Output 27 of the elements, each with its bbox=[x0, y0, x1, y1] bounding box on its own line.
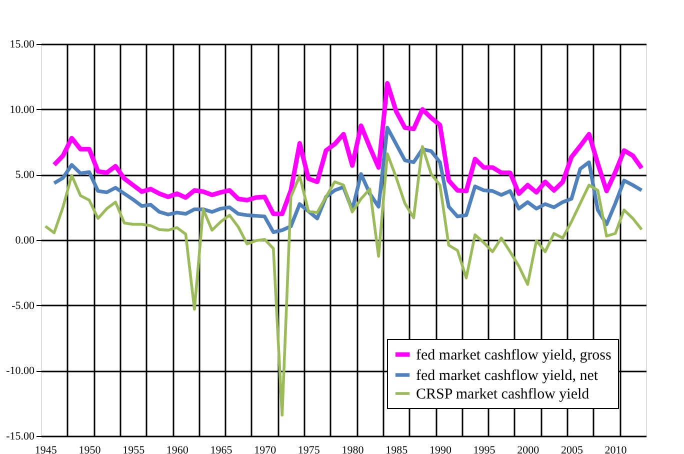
y-tick-label: -5.00 bbox=[12, 300, 35, 312]
y-tick-label: 0.00 bbox=[15, 234, 35, 246]
x-tick-label: 1965 bbox=[210, 444, 233, 454]
x-tick-label: 1975 bbox=[298, 444, 320, 454]
y-tick-label: -10.00 bbox=[6, 365, 35, 378]
line-series bbox=[52, 126, 644, 234]
y-tick-label: -15.00 bbox=[6, 430, 35, 442]
legend-label: fed market cashflow yield, gross bbox=[416, 348, 612, 364]
x-tick-label: 1960 bbox=[166, 444, 189, 454]
x-tick-label: 1980 bbox=[342, 444, 364, 454]
legend-label: fed market cashflow yield, net bbox=[416, 368, 599, 384]
line-series bbox=[52, 80, 644, 216]
x-tick-label: 1990 bbox=[429, 444, 452, 454]
y-tick-label: 15.00 bbox=[10, 38, 35, 50]
x-tick-label: 1995 bbox=[473, 444, 496, 454]
legend-label: CRSP market cashflow yield bbox=[416, 386, 590, 402]
x-tick-label: 1985 bbox=[386, 444, 408, 454]
x-tick-label: 1950 bbox=[78, 444, 102, 454]
x-tick-label: 1970 bbox=[254, 444, 277, 454]
x-tick-label: 1945 bbox=[34, 444, 58, 454]
x-tick-label: 2000 bbox=[517, 444, 540, 454]
y-tick-label: 10.00 bbox=[10, 104, 35, 116]
x-tick-label: 2010 bbox=[604, 444, 628, 454]
y-tick-label: 5.00 bbox=[15, 169, 35, 182]
x-tick-label: 1955 bbox=[122, 444, 146, 454]
x-tick-label: 2005 bbox=[560, 444, 584, 454]
line-series bbox=[44, 145, 644, 416]
